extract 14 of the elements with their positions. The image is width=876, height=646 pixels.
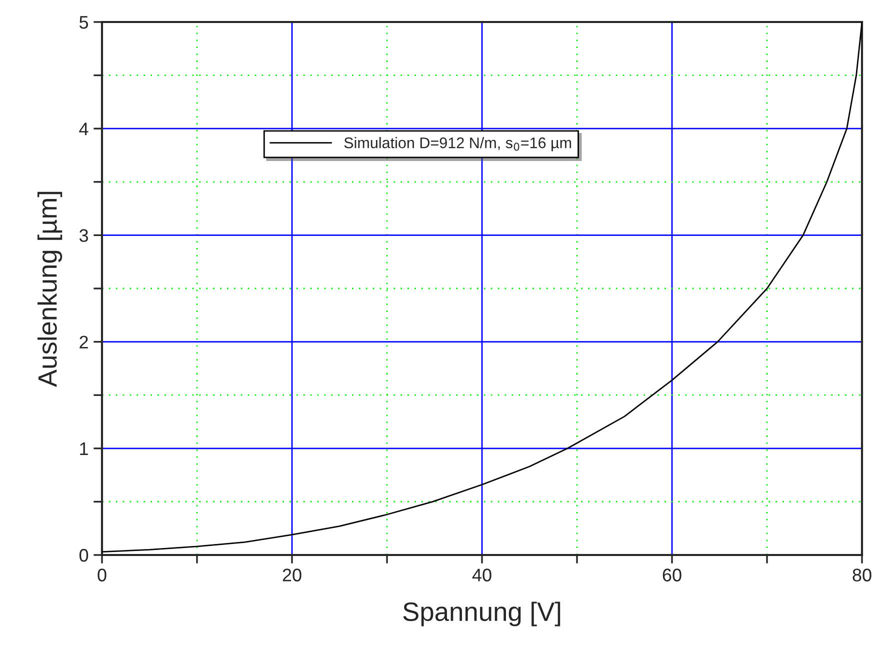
x-tick-label: 60 bbox=[662, 568, 682, 582]
y-tick-label: 3 bbox=[79, 229, 88, 242]
x-tick-label: 0 bbox=[98, 568, 106, 582]
y-tick-label: 2 bbox=[80, 336, 88, 348]
x-tick-label: 20 bbox=[282, 568, 302, 582]
y-tick-label: 5 bbox=[79, 16, 88, 29]
y-tick-label: 1 bbox=[80, 442, 88, 455]
y-tick-label: 4 bbox=[79, 122, 88, 136]
legend-label: Simulation D=912 N/m, s$_{0}$=16 µm bbox=[344, 137, 572, 152]
y-axis-title: Auslenkung [µm] bbox=[38, 192, 62, 387]
x-axis-title: Spannung [V] bbox=[403, 602, 560, 626]
y-tick-label: 0 bbox=[79, 548, 88, 562]
x-tick-label: 40 bbox=[472, 568, 492, 582]
x-tick-label: 80 bbox=[852, 568, 872, 582]
